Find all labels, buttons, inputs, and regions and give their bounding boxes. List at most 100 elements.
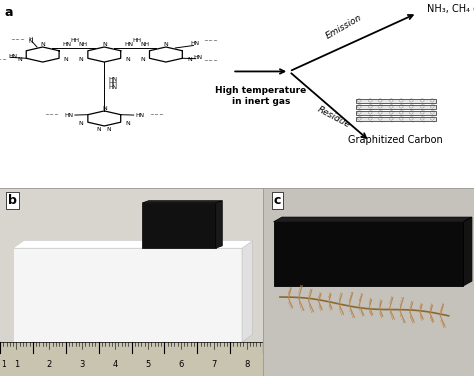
Text: ⬡: ⬡ xyxy=(409,117,414,122)
Text: ⬡: ⬡ xyxy=(378,105,383,110)
Text: ⬡: ⬡ xyxy=(409,105,414,110)
FancyBboxPatch shape xyxy=(356,99,436,103)
Text: N: N xyxy=(125,121,130,126)
Text: NH₃, CH₄ etc.: NH₃, CH₄ etc. xyxy=(427,5,474,14)
Text: HN: HN xyxy=(63,42,71,47)
Text: Emission: Emission xyxy=(324,12,364,40)
Text: HH: HH xyxy=(71,38,79,43)
Text: N: N xyxy=(164,42,168,47)
Polygon shape xyxy=(273,222,464,286)
Polygon shape xyxy=(13,241,253,248)
Text: N: N xyxy=(79,57,83,62)
Text: N: N xyxy=(40,42,45,47)
Text: ⬡: ⬡ xyxy=(367,99,372,104)
Text: High temperature
in inert gas: High temperature in inert gas xyxy=(215,86,306,106)
Text: N: N xyxy=(140,57,145,62)
Text: NH: NH xyxy=(140,42,149,47)
Text: HN: HN xyxy=(9,53,18,59)
Text: N: N xyxy=(17,57,22,62)
Text: NH: NH xyxy=(79,42,87,47)
Text: HN: HN xyxy=(191,41,200,46)
Text: HH: HH xyxy=(132,38,141,43)
Text: H: H xyxy=(28,37,33,42)
Text: ⬡: ⬡ xyxy=(367,105,372,110)
Text: ⬡: ⬡ xyxy=(430,105,435,110)
Polygon shape xyxy=(216,201,222,248)
Text: Residue: Residue xyxy=(316,105,352,129)
Polygon shape xyxy=(142,201,222,203)
Text: b: b xyxy=(8,194,17,207)
Text: N: N xyxy=(125,57,130,62)
Text: ⬡: ⬡ xyxy=(388,117,393,122)
Text: 3: 3 xyxy=(80,360,85,369)
Text: ⬡: ⬡ xyxy=(388,111,393,116)
Text: ⬡: ⬡ xyxy=(378,117,383,122)
Text: 7: 7 xyxy=(211,360,217,369)
FancyBboxPatch shape xyxy=(356,117,436,121)
Text: ~~~: ~~~ xyxy=(203,59,219,64)
Text: ⬡: ⬡ xyxy=(419,111,424,116)
Text: ⬡: ⬡ xyxy=(409,111,414,116)
Text: 6: 6 xyxy=(178,360,183,369)
Text: N: N xyxy=(107,127,111,132)
Text: 2: 2 xyxy=(47,360,52,369)
Text: HN: HN xyxy=(109,85,117,91)
Polygon shape xyxy=(273,217,472,222)
Text: ⬡: ⬡ xyxy=(388,99,393,104)
Text: 4: 4 xyxy=(112,360,118,369)
Text: N: N xyxy=(28,39,33,44)
Text: ⬡: ⬡ xyxy=(357,117,362,122)
Text: ⬡: ⬡ xyxy=(430,99,435,104)
FancyBboxPatch shape xyxy=(263,188,474,376)
Text: N: N xyxy=(102,106,107,111)
FancyBboxPatch shape xyxy=(0,188,263,376)
Text: ~~~: ~~~ xyxy=(45,112,60,118)
Text: ⬡: ⬡ xyxy=(419,105,424,110)
Text: N: N xyxy=(64,57,68,62)
Text: N: N xyxy=(79,121,83,126)
Text: 1: 1 xyxy=(1,360,6,369)
Text: ⬡: ⬡ xyxy=(357,105,362,110)
Polygon shape xyxy=(242,241,253,342)
Text: ⬡: ⬡ xyxy=(388,105,393,110)
Text: a: a xyxy=(5,6,13,19)
FancyBboxPatch shape xyxy=(0,342,263,376)
Text: N: N xyxy=(96,127,101,132)
Text: HH: HH xyxy=(109,81,117,86)
FancyBboxPatch shape xyxy=(356,111,436,115)
Text: 5: 5 xyxy=(146,360,151,369)
Text: ~~~: ~~~ xyxy=(10,37,26,42)
Text: ⬡: ⬡ xyxy=(399,111,403,116)
Polygon shape xyxy=(142,203,216,248)
Text: 8: 8 xyxy=(244,360,249,369)
Text: ⬡: ⬡ xyxy=(367,117,372,122)
Text: HN: HN xyxy=(109,77,117,82)
Text: N: N xyxy=(187,57,191,62)
Text: ⬡: ⬡ xyxy=(419,117,424,122)
Text: HN: HN xyxy=(124,42,133,47)
Text: ~~~: ~~~ xyxy=(203,38,219,44)
Text: ⬡: ⬡ xyxy=(378,99,383,104)
Text: c: c xyxy=(273,194,281,207)
Text: ⬡: ⬡ xyxy=(399,105,403,110)
Text: ⬡: ⬡ xyxy=(357,99,362,104)
Text: ~~~: ~~~ xyxy=(149,112,164,118)
Text: HN: HN xyxy=(136,112,144,118)
Text: ⬡: ⬡ xyxy=(430,111,435,116)
Text: ~~~: ~~~ xyxy=(0,58,8,63)
Text: HN: HN xyxy=(64,112,73,118)
Text: ⬡: ⬡ xyxy=(409,99,414,104)
Text: N: N xyxy=(102,42,107,47)
Text: ⬡: ⬡ xyxy=(399,117,403,122)
Polygon shape xyxy=(13,248,242,342)
Text: ⬡: ⬡ xyxy=(430,117,435,122)
Text: 1: 1 xyxy=(14,360,19,369)
Text: ⬡: ⬡ xyxy=(419,99,424,104)
Text: ⬡: ⬡ xyxy=(378,111,383,116)
FancyBboxPatch shape xyxy=(356,105,436,109)
Text: Graphitized Carbon: Graphitized Carbon xyxy=(348,135,443,145)
Text: ⬡: ⬡ xyxy=(367,111,372,116)
Text: ⬡: ⬡ xyxy=(357,111,362,116)
Text: ⬡: ⬡ xyxy=(399,99,403,104)
Text: HN: HN xyxy=(194,55,202,60)
